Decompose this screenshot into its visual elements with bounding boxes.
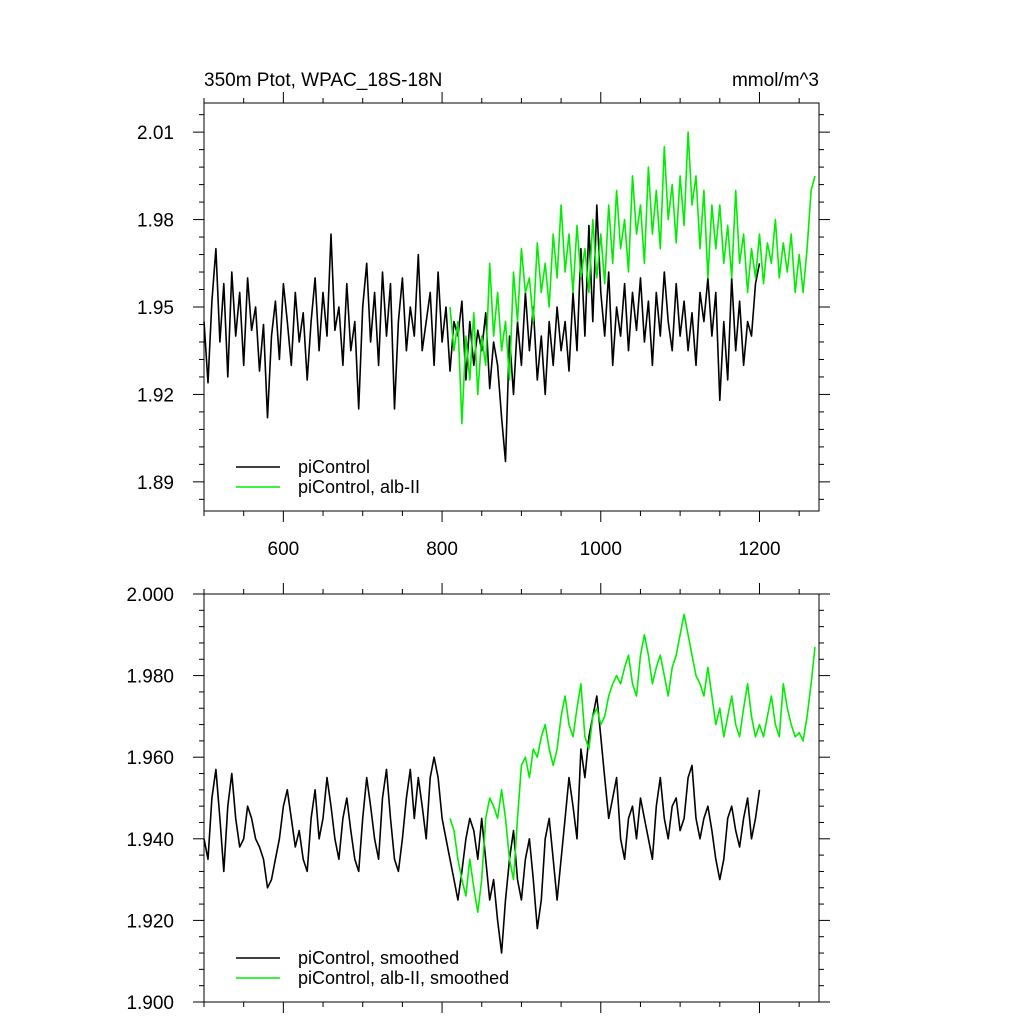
y-tick-label: 1.960	[126, 748, 174, 769]
series-line-1	[203, 204, 761, 463]
y-tick-label: 1.940	[126, 830, 174, 851]
x-tick-label: 600	[268, 539, 300, 560]
chart-panel-2: 1.900 1.920 1.940 1.960 1.980 2.000 piControl,…	[126, 583, 830, 1014]
y-tick-label: 2.01	[137, 123, 174, 144]
x-tick-label: 1200	[738, 539, 780, 560]
y-tick-label: 1.900	[126, 993, 174, 1014]
series-line-1	[203, 695, 761, 954]
y-tick-label: 2.000	[126, 585, 174, 606]
legend-label-2: piControl, alb-II	[298, 477, 420, 497]
y-tick-label: 1.980	[126, 667, 174, 688]
legend-label-1: piControl	[298, 457, 370, 477]
chart-title: 350m Ptot, WPAC_18S-18N	[204, 70, 442, 91]
x-tick-label: 1000	[580, 539, 622, 560]
y-tick-label: 1.98	[137, 211, 174, 232]
legend-label-1: piControl, smoothed	[298, 948, 459, 968]
y-tick-label: 1.920	[126, 911, 174, 932]
units-label: mmol/m^3	[732, 70, 819, 91]
plot-frame	[203, 593, 820, 1003]
legend-label-2: piControl, alb-II, smoothed	[298, 968, 509, 988]
x-tick-label: 800	[426, 539, 458, 560]
chart-panel-1: 600 800 1000 1200 1.89 1.92 1.95 1.98 2.01 piCont…	[137, 92, 830, 560]
y-tick-label: 1.89	[137, 473, 174, 494]
series-line-2	[449, 131, 816, 425]
series-line-2	[449, 613, 816, 913]
y-tick-label: 1.95	[137, 298, 174, 319]
y-tick-label: 1.92	[137, 385, 174, 406]
